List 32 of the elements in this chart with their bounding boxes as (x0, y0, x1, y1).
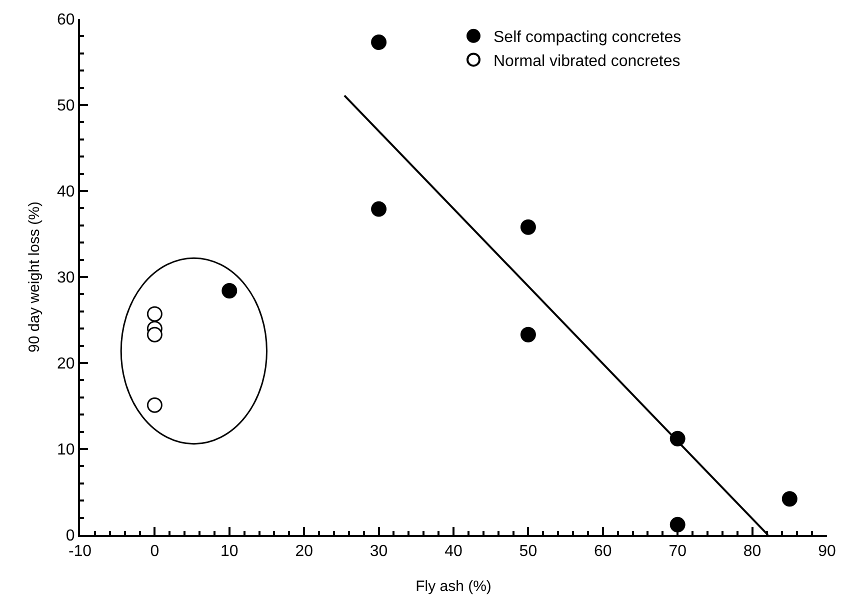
legend-label: Normal vibrated concretes (494, 52, 680, 70)
y-tick-label: 20 (57, 356, 75, 373)
y-tick-label: 10 (57, 442, 75, 459)
point (520, 219, 536, 235)
point (371, 34, 387, 50)
y-axis-title: 90 day weight loss (%) (26, 202, 43, 352)
y-tick-label: 0 (66, 528, 75, 545)
x-tick-label: -10 (68, 543, 92, 560)
x-tick-label: 10 (220, 543, 238, 560)
point (222, 283, 238, 299)
x-axis-title: Fly ash (%) (416, 578, 492, 595)
x-tick-label: 20 (295, 543, 314, 560)
x-tick-label: 30 (370, 543, 388, 560)
x-tick-label: 50 (519, 543, 538, 560)
point (520, 326, 536, 342)
x-tick-label: 40 (444, 543, 462, 560)
x-tick-label: 0 (150, 543, 160, 560)
point (670, 516, 686, 532)
y-tick-label: 30 (57, 270, 75, 287)
y-tick-label: 60 (57, 12, 75, 29)
point (782, 491, 798, 507)
x-tick-label: 70 (668, 543, 687, 560)
point (146, 306, 162, 322)
point (146, 397, 162, 413)
x-tick-label: 60 (594, 543, 612, 560)
x-tick-label: 80 (743, 543, 762, 560)
y-tick-label: 50 (57, 98, 75, 115)
point (371, 201, 387, 217)
x-tick-label: 90 (818, 543, 836, 560)
y-tick-label: 40 (57, 184, 75, 201)
legend-label: Self compacting concretes (494, 29, 682, 46)
point (146, 326, 162, 342)
